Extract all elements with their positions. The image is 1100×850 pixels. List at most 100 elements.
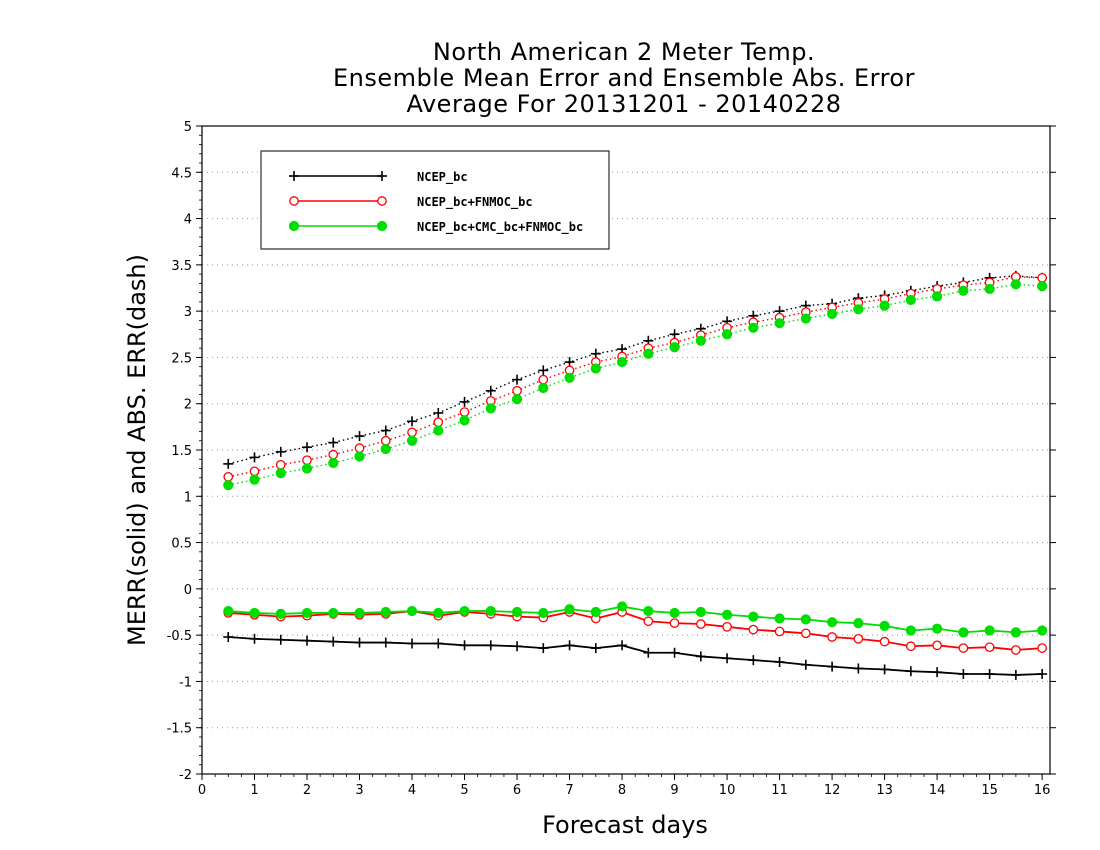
series-2-mean-err-point [800, 614, 811, 625]
series-2-abs-err-point [406, 435, 418, 446]
series-0-abs-err-point [538, 365, 549, 376]
series-2-mean-err-point [459, 605, 470, 617]
chart-title-line-2: Ensemble Mean Error and Ensemble Abs. Er… [333, 64, 915, 92]
y-axis-label: MERR(solid) and ABS. ERR(dash) [123, 254, 151, 646]
x-tick-label: 6 [513, 783, 521, 798]
x-tick-label: 11 [771, 783, 788, 798]
series-2-abs-err-point [748, 322, 759, 333]
series-1-mean-err-point [1011, 645, 1021, 655]
x-tick-label: 1 [250, 783, 258, 798]
series-2-mean-err-point [721, 609, 733, 620]
series-2-mean-err-point [748, 611, 759, 622]
legend-marker-1 [377, 196, 387, 206]
series-2-abs-err-point [721, 329, 733, 340]
y-tick-label: -0.5 [167, 629, 192, 644]
series-0-mean-err-point [512, 641, 523, 652]
grid [202, 171, 1050, 729]
series-1-mean-err-point [853, 633, 864, 644]
series-layer [223, 270, 1048, 680]
series-0-abs-err-point [380, 425, 391, 436]
x-tick-label: 13 [876, 783, 893, 798]
series-0-mean-err-point [1010, 669, 1021, 680]
series-0-mean-err-point [275, 634, 286, 645]
series-0-mean-err-point [433, 638, 444, 649]
series-2-mean-err-point [564, 604, 575, 615]
series-0-abs-err-point [328, 437, 339, 448]
series-1-mean-err-point [879, 636, 890, 647]
legend-label-ncep-cmc-fnmoc: NCEP_bc+CMC_bc+FNMOC_bc [417, 220, 583, 235]
series-0-mean-err-point [564, 640, 575, 651]
series-2-abs-err-point [433, 425, 444, 436]
series-0-mean-err-point [328, 636, 339, 647]
x-tick-label: 7 [565, 783, 573, 798]
y-tick-label: 1 [184, 490, 192, 505]
legend-label-ncep-fnmoc: NCEP_bc+FNMOC_bc [417, 195, 533, 210]
series-0-abs-err-point [354, 431, 365, 442]
series-2-abs-err-point [826, 308, 838, 320]
series-0-mean-err-point [485, 640, 496, 651]
series-2-abs-err-point [223, 480, 234, 491]
series-2-abs-err-point [485, 403, 496, 414]
series-0-abs-err-point [512, 374, 523, 385]
series-2-mean-err-point [1010, 627, 1021, 638]
series-2-mean-err-point [406, 605, 418, 617]
legend-marker-0 [377, 171, 387, 181]
series-1-mean-err-point [722, 621, 732, 632]
series-1-abs-err-point [302, 455, 312, 466]
plot-frame [201, 125, 1051, 775]
series-1-mean-err-point [906, 641, 916, 652]
x-tick-label: 8 [618, 783, 626, 798]
series-0-abs-err-point [223, 458, 234, 469]
series-2-abs-err-line [228, 283, 1043, 486]
x-tick-label: 15 [981, 783, 998, 798]
series-2-mean-err-point [301, 607, 313, 619]
series-2-abs-err-point [800, 313, 811, 324]
series-2-abs-err-point [564, 372, 575, 383]
series-2-abs-err-point [380, 443, 391, 455]
chart-title-line-3: Average For 20131201 - 20140228 [406, 90, 842, 118]
series-1-mean-err-point [669, 618, 680, 628]
series-2-abs-err-point [538, 382, 549, 394]
series-2-mean-err-point [433, 607, 444, 619]
series-0-mean-err-point [459, 640, 470, 651]
series-2-mean-err-point [905, 625, 916, 636]
series-2-mean-err-point [511, 606, 523, 618]
axis-ticks: -2-1.5-1-0.500.511.522.533.544.550 1 2 3 4 5 6… [167, 120, 1056, 798]
series-0-mean-err-point [223, 631, 234, 642]
series-2-mean-err-point [695, 606, 706, 618]
series-1-abs-err-point [328, 449, 339, 460]
series-0-mean-err-point [853, 663, 864, 674]
series-2-mean-err-point [774, 613, 785, 624]
series-2-abs-err-point [1010, 279, 1021, 290]
series-2-abs-err-point [669, 342, 680, 353]
series-0-mean-err-point [538, 643, 549, 654]
y-tick-label: 1.5 [171, 444, 192, 459]
legend-label-ncep-bc: NCEP_bc [417, 170, 468, 185]
series-0-mean-err-point [669, 647, 680, 658]
series-2-mean-err-point [223, 605, 234, 617]
series-2-mean-err-point [275, 608, 286, 619]
series-1-abs-err-line [228, 276, 1043, 478]
y-tick-label: 2.5 [171, 351, 192, 366]
series-2-mean-err-point [1037, 625, 1048, 636]
series-0-abs-err-point [590, 348, 601, 359]
x-tick-label: 2 [303, 783, 311, 798]
series-0-mean-err-point [774, 656, 785, 667]
series-2-abs-err-point [879, 300, 890, 311]
y-tick-label: -2 [179, 768, 192, 783]
x-axis-label: Forecast days [542, 811, 708, 839]
series-2-mean-err-point [590, 606, 601, 618]
series-2-mean-err-point [380, 606, 391, 618]
series-1-abs-err-point [223, 471, 234, 482]
series-1-mean-err-point [958, 643, 969, 653]
series-2-abs-err-point [1037, 281, 1048, 292]
series-0-mean-err-point [748, 655, 759, 666]
series-0-mean-err-point [800, 659, 811, 670]
series-2-mean-err-point [538, 607, 549, 619]
series-1-abs-err-point [354, 443, 365, 453]
series-0-abs-err-point [485, 385, 496, 396]
series-2-abs-err-point [853, 304, 864, 315]
series-0-mean-err-point [722, 653, 733, 664]
y-tick-label: 4 [184, 213, 192, 228]
